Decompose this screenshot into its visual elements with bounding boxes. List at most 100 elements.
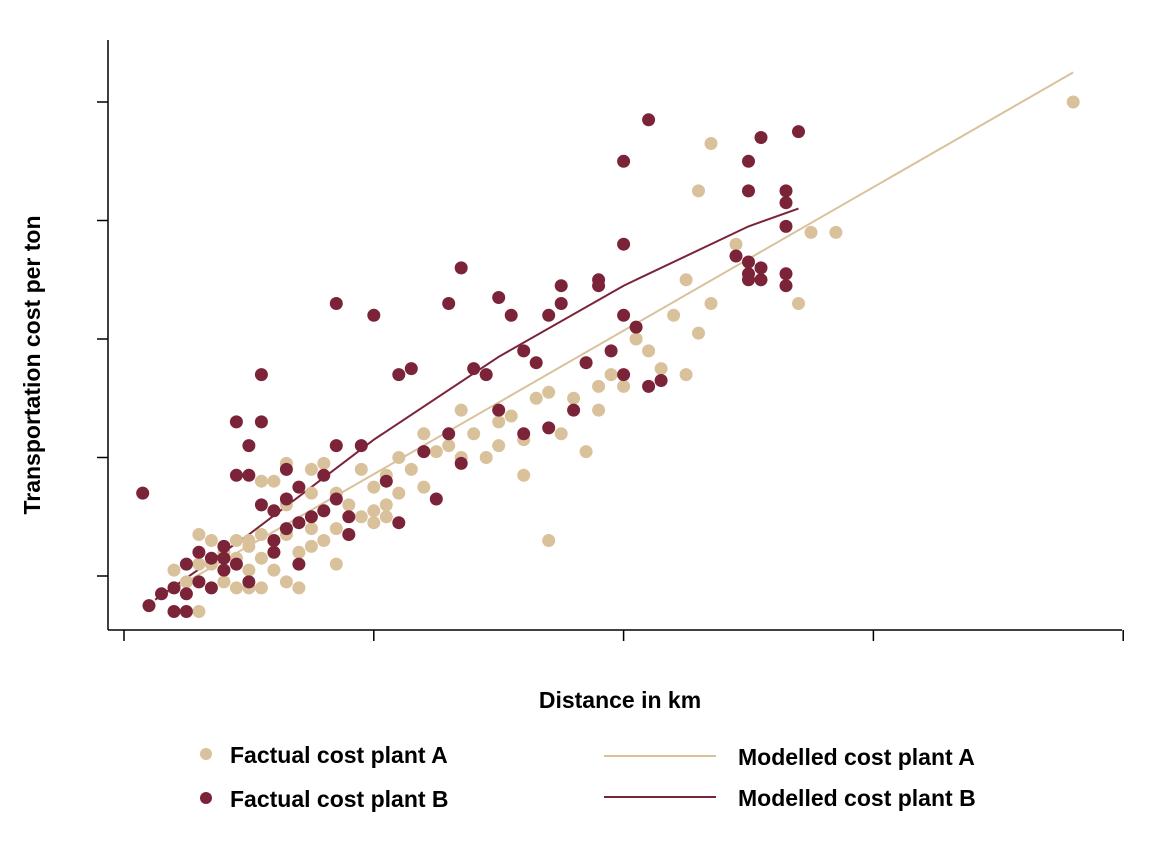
point-plant-b [392,368,406,382]
point-plant-a [679,368,693,382]
point-plant-b [442,427,456,441]
point-plant-b [292,480,306,494]
point-plant-b [617,237,631,251]
point-plant-b [492,291,506,304]
legend-item-modelled-b: Modelled cost plant B [604,785,976,811]
point-plant-b [136,486,150,500]
points-plant-b [136,113,805,618]
axes [97,40,1124,641]
point-plant-a [229,581,243,595]
point-plant-b [554,297,568,310]
point-plant-a [792,297,805,310]
point-plant-a [367,480,381,494]
point-plant-a [592,379,606,393]
legend-marker-factual-b [200,792,212,804]
point-plant-b [229,557,243,571]
point-plant-a [517,468,531,482]
legend-label-modelled-a: Modelled cost plant A [738,744,975,770]
point-plant-b [642,113,656,127]
point-plant-b [554,279,568,293]
point-plant-a [254,528,268,541]
point-plant-b [267,534,281,547]
point-plant-a [629,332,643,346]
point-plant-a [354,510,368,524]
point-plant-a [192,528,206,541]
point-plant-b [217,539,231,553]
point-plant-a [292,545,306,559]
point-plant-a [304,539,318,553]
point-plant-b [629,320,643,334]
point-plant-a [642,344,656,358]
point-plant-a [1066,95,1080,109]
point-plant-b [254,368,268,382]
point-plant-a [329,522,343,536]
point-plant-a [667,308,681,322]
legend: Factual cost plant A Factual cost plant … [200,742,976,812]
point-plant-a [342,498,356,512]
point-plant-a [254,474,268,488]
point-plant-b [217,551,231,565]
point-plant-b [329,297,343,310]
legend-label-modelled-b: Modelled cost plant B [738,785,976,811]
point-plant-a [192,605,206,618]
point-plant-b [292,557,306,571]
point-plant-a [304,522,318,536]
point-plant-a [242,534,256,547]
point-plant-b [367,308,381,322]
point-plant-b [317,468,331,482]
point-plant-b [742,255,755,269]
point-plant-a [254,551,268,565]
point-plant-a [704,297,718,310]
point-plant-b [254,498,268,512]
point-plant-a [179,575,193,589]
legend-label-factual-a: Factual cost plant A [230,742,448,768]
point-plant-a [304,486,318,500]
point-plant-a [679,273,693,287]
point-plant-a [317,534,331,547]
point-plant-a [554,427,568,441]
point-plant-b [754,261,768,275]
point-plant-a [392,451,406,464]
point-plant-b [779,219,793,233]
point-plant-b [654,374,668,387]
point-plant-a [217,575,231,589]
y-axis-label: Transportation cost per ton [19,215,45,514]
point-plant-a [542,534,556,547]
point-plant-b [342,528,356,541]
point-plant-b [467,362,481,376]
point-plant-b [292,516,306,530]
point-plant-b [242,575,256,589]
point-plant-a [379,498,393,512]
point-plant-b [617,368,631,382]
point-plant-a [267,563,281,577]
point-plant-b [379,474,393,488]
point-plant-a [429,445,443,459]
point-plant-b [492,403,506,417]
point-plant-b [317,504,331,518]
point-plant-b [567,403,581,417]
point-plant-b [604,344,618,358]
point-plant-b [242,468,256,482]
point-plant-b [279,492,293,506]
legend-item-factual-a: Factual cost plant A [200,742,448,768]
point-plant-a [579,445,593,459]
point-plant-a [417,480,431,494]
point-plant-a [379,510,393,524]
point-plant-b [454,456,468,470]
point-plant-b [267,504,281,518]
point-plant-b [642,379,656,393]
point-plant-b [429,492,443,506]
point-plant-b [179,557,193,571]
point-plant-b [142,599,156,613]
point-plant-a [729,237,743,251]
point-plant-b [254,415,268,429]
point-plant-a [804,225,818,239]
point-plant-a [417,427,431,441]
legend-marker-factual-a [200,748,212,760]
point-plant-a [829,225,843,239]
point-plant-b [204,581,218,595]
point-plant-a [354,462,368,476]
point-plant-b [329,492,343,506]
point-plant-b [242,439,256,453]
